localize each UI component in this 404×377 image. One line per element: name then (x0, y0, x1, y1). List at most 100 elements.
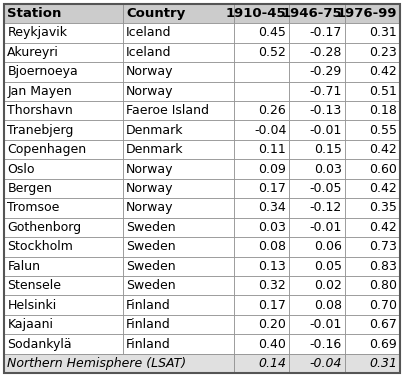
Text: 0.11: 0.11 (259, 143, 286, 156)
Bar (4, 334, 123, 354)
Bar (345, 257, 400, 276)
Bar (234, 296, 289, 315)
Text: -0.16: -0.16 (309, 337, 342, 351)
Text: Station: Station (7, 7, 62, 20)
Bar (123, 159, 234, 179)
Bar (234, 257, 289, 276)
Text: 0.35: 0.35 (369, 201, 397, 215)
Bar (289, 120, 345, 140)
Bar (123, 276, 234, 296)
Text: -0.01: -0.01 (309, 318, 342, 331)
Text: 0.20: 0.20 (259, 318, 286, 331)
Text: 0.42: 0.42 (369, 143, 397, 156)
Text: 0.42: 0.42 (369, 182, 397, 195)
Bar (289, 334, 345, 354)
Bar (4, 23, 123, 43)
Bar (4, 257, 123, 276)
Bar (4, 81, 123, 101)
Text: Norway: Norway (126, 85, 174, 98)
Text: 0.60: 0.60 (369, 162, 397, 176)
Text: -0.13: -0.13 (309, 104, 342, 117)
Bar (289, 43, 345, 62)
Text: 0.06: 0.06 (314, 240, 342, 253)
Text: 0.03: 0.03 (259, 221, 286, 234)
Text: 0.67: 0.67 (369, 318, 397, 331)
Bar (345, 218, 400, 237)
Bar (234, 218, 289, 237)
Bar (345, 81, 400, 101)
Text: 0.32: 0.32 (259, 279, 286, 292)
Bar (234, 198, 289, 218)
Bar (345, 4, 400, 23)
Text: Bjoernoeya: Bjoernoeya (7, 65, 78, 78)
Bar (345, 101, 400, 120)
Bar (345, 334, 400, 354)
Text: 0.70: 0.70 (369, 299, 397, 312)
Text: Jan Mayen: Jan Mayen (7, 85, 72, 98)
Text: Sweden: Sweden (126, 279, 176, 292)
Text: -0.01: -0.01 (309, 221, 342, 234)
Text: -0.29: -0.29 (309, 65, 342, 78)
Text: Norway: Norway (126, 162, 174, 176)
Text: Denmark: Denmark (126, 143, 183, 156)
Text: 0.05: 0.05 (314, 260, 342, 273)
Text: Copenhagen: Copenhagen (7, 143, 86, 156)
Bar (345, 62, 400, 81)
Bar (289, 276, 345, 296)
Text: 0.69: 0.69 (369, 337, 397, 351)
Bar (123, 101, 234, 120)
Bar (4, 43, 123, 62)
Text: 0.15: 0.15 (314, 143, 342, 156)
Bar (234, 237, 289, 257)
Text: 0.73: 0.73 (369, 240, 397, 253)
Bar (4, 62, 123, 81)
Text: Finland: Finland (126, 299, 171, 312)
Bar (234, 43, 289, 62)
Text: 0.40: 0.40 (259, 337, 286, 351)
Text: Stockholm: Stockholm (7, 240, 73, 253)
Text: Iceland: Iceland (126, 46, 172, 59)
Text: Sweden: Sweden (126, 240, 176, 253)
Bar (289, 101, 345, 120)
Text: Akureyri: Akureyri (7, 46, 59, 59)
Bar (234, 101, 289, 120)
Text: 0.34: 0.34 (259, 201, 286, 215)
Bar (123, 218, 234, 237)
Text: 0.17: 0.17 (259, 299, 286, 312)
Text: Norway: Norway (126, 182, 174, 195)
Text: -0.71: -0.71 (309, 85, 342, 98)
Bar (4, 276, 123, 296)
Bar (123, 4, 234, 23)
Text: Country: Country (126, 7, 185, 20)
Text: Sweden: Sweden (126, 221, 176, 234)
Text: Stensele: Stensele (7, 279, 61, 292)
Bar (234, 62, 289, 81)
Bar (289, 4, 345, 23)
Text: Iceland: Iceland (126, 26, 172, 40)
Bar (234, 315, 289, 334)
Bar (345, 315, 400, 334)
Bar (289, 198, 345, 218)
Bar (289, 237, 345, 257)
Text: 0.55: 0.55 (369, 124, 397, 137)
Bar (345, 140, 400, 159)
Text: 0.08: 0.08 (314, 299, 342, 312)
Text: 0.02: 0.02 (314, 279, 342, 292)
Text: 0.83: 0.83 (369, 260, 397, 273)
Bar (345, 354, 400, 373)
Bar (234, 179, 289, 198)
Text: 0.14: 0.14 (258, 357, 286, 370)
Text: -0.28: -0.28 (309, 46, 342, 59)
Bar (123, 237, 234, 257)
Bar (4, 237, 123, 257)
Text: 0.51: 0.51 (369, 85, 397, 98)
Bar (123, 23, 234, 43)
Bar (123, 334, 234, 354)
Bar (345, 237, 400, 257)
Bar (4, 218, 123, 237)
Text: Tromsoe: Tromsoe (7, 201, 60, 215)
Bar (345, 43, 400, 62)
Text: 1910-45: 1910-45 (226, 7, 286, 20)
Text: 1976-99: 1976-99 (337, 7, 397, 20)
Bar (345, 296, 400, 315)
